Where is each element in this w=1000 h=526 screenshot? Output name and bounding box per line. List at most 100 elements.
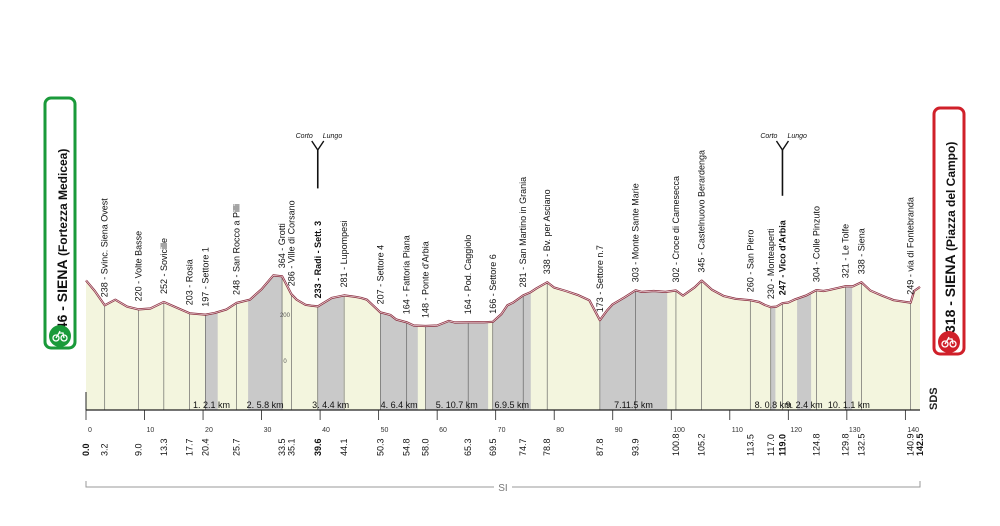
km-label-26: 124.8 xyxy=(811,433,821,456)
km-label-9: 35.1 xyxy=(286,438,296,456)
fork-right-label-2: Lungo xyxy=(787,133,807,140)
waypoint-label-23: 230 - Monteaperti xyxy=(766,229,776,300)
finish-bike-icon xyxy=(938,331,960,353)
sector-label-9: 9. 2.4 km xyxy=(786,400,823,410)
x-tick-label-60: 60 xyxy=(439,427,447,434)
waypoint-label-15: 166 - Settore 6 xyxy=(488,254,498,314)
sector-label-10: 10. 1.1 km xyxy=(828,400,870,410)
sector-label-3: 3. 4.4 km xyxy=(312,400,349,410)
waypoint-label-3: 252 - Sovicille xyxy=(159,238,169,294)
footer-bracket: SI xyxy=(85,480,921,494)
waypoint-label-5: 197 - Settore 1 xyxy=(200,247,210,307)
waypoint-label-2: 220 - Volte Basse xyxy=(134,231,144,302)
x-tick-label-0: 0 xyxy=(88,427,92,434)
waypoint-label-26: 321 - Le Tolfe xyxy=(841,224,851,278)
footer-region-label: SI xyxy=(498,483,507,494)
svg-text:318 - SIENA (Piazza del Campo): 318 - SIENA (Piazza del Campo) xyxy=(942,142,958,333)
sector-label-5: 5. 10.7 km xyxy=(436,400,478,410)
x-tick-label-50: 50 xyxy=(381,427,389,434)
sector-area-4 xyxy=(380,312,418,410)
waypoint-label-27: 338 - Siena xyxy=(856,228,866,274)
km-label-14: 58.0 xyxy=(420,438,430,456)
waypoint-label-19: 303 - Monte Sante Marie xyxy=(631,183,641,282)
km-label-28: 132.5 xyxy=(856,433,866,456)
sector-area-6 xyxy=(492,292,531,410)
x-tick-label-90: 90 xyxy=(615,427,623,434)
profile-line-highlight xyxy=(85,275,921,327)
finish-badge: 318 - SIENA (Piazza del Campo) xyxy=(932,106,966,356)
waypoint-label-9: 233 - Radi - Sett. 3 xyxy=(313,221,323,299)
km-label-15: 65.3 xyxy=(463,438,473,456)
x-tick-label-110: 110 xyxy=(732,427,743,434)
km-label-30: 142.5 xyxy=(915,433,925,456)
km-label-27: 129.8 xyxy=(841,433,851,456)
waypoint-label-17: 338 - Bv. per Asciano xyxy=(542,189,552,274)
start-badge: 346 - SIENA (Fortezza Medicea) xyxy=(43,96,77,350)
x-tick-label-100: 100 xyxy=(673,427,685,434)
km-label-7: 25.7 xyxy=(231,438,241,456)
finish-altitude: 318 xyxy=(942,309,958,333)
sector-area-5 xyxy=(425,321,489,410)
sector-area-2 xyxy=(248,275,283,410)
km-label-22: 105.2 xyxy=(697,433,707,456)
km-label-1: 0.0 xyxy=(81,443,91,456)
altitude-mark-0: 0 xyxy=(283,359,287,365)
km-label-29: 140.9 xyxy=(906,433,916,456)
waypoint-lines-layer xyxy=(104,276,911,410)
km-label-12: 50.3 xyxy=(375,438,385,456)
waypoint-label-7: 364 - Grotti xyxy=(277,223,287,268)
waypoint-label-11: 207 - Settore 4 xyxy=(375,245,385,305)
waypoint-label-8: 286 - Ville di Corsano xyxy=(286,200,296,286)
km-label-13: 54.8 xyxy=(402,438,412,456)
km-label-17: 74.7 xyxy=(518,438,528,456)
profile-line-layer xyxy=(85,274,921,328)
altitude-mark-200: 200 xyxy=(280,313,291,319)
km-label-24: 117.0 xyxy=(766,434,776,456)
km-label-6: 20.4 xyxy=(200,438,210,456)
km-label-19: 87.8 xyxy=(595,438,605,456)
waypoint-label-18: 173 - Settore n.7 xyxy=(595,245,605,312)
km-label-25: 119.0 xyxy=(777,434,787,456)
x-tick-label-130: 130 xyxy=(849,427,861,434)
x-tick-label-10: 10 xyxy=(147,427,155,434)
km-label-3: 9.0 xyxy=(134,443,144,456)
km-label-20: 93.9 xyxy=(631,438,641,456)
x-tick-label-20: 20 xyxy=(205,427,213,434)
km-label-4: 13.3 xyxy=(159,438,169,456)
sector-label-6: 6.9.5 km xyxy=(495,400,530,410)
sector-area-10 xyxy=(845,286,853,410)
waypoint-label-22: 260 - San Piero xyxy=(745,230,755,293)
finish-detail: (Piazza del Campo) xyxy=(944,142,958,251)
fork-left-label-1: Corto xyxy=(296,133,313,140)
km-label-18: 78.8 xyxy=(542,438,552,456)
km-label-11: 44.1 xyxy=(339,438,349,456)
waypoint-label-14: 164 - Pod. Caggiolo xyxy=(463,235,473,315)
route-forks-layer: Corto Lungo Corto Lungo xyxy=(296,133,807,196)
start-detail: (Fortezza Medicea) xyxy=(56,149,70,256)
waypoint-label-25: 304 - Colle Pinzuto xyxy=(811,206,821,282)
x-tick-label-30: 30 xyxy=(264,427,272,434)
waypoint-label-28: 249 - via di Fontebranda xyxy=(906,197,916,295)
brand-logo: SDS xyxy=(928,387,940,410)
km-label-10: 39.6 xyxy=(313,438,323,456)
sector-area-9 xyxy=(797,292,812,410)
km-label-23: 113.5 xyxy=(745,434,755,456)
waypoint-label-20: 302 - Croce di Camesecca xyxy=(671,176,681,283)
waypoint-label-16: 281 - San Martino in Grania xyxy=(518,177,528,288)
km-label-5: 17.7 xyxy=(185,438,195,456)
sector-label-7: 7.11.5 km xyxy=(614,400,653,410)
svg-text:346 - SIENA (Fortezza Medicea): 346 - SIENA (Fortezza Medicea) xyxy=(54,149,70,338)
waypoint-label-13: 148 - Ponte d'Arbia xyxy=(420,241,430,318)
waypoint-label-6: 248 - San Rocco a Pilli xyxy=(231,204,241,295)
start-town: SIENA xyxy=(54,260,70,303)
sector-area-7 xyxy=(599,291,668,410)
start-bike-icon xyxy=(49,325,71,347)
waypoint-label-4: 203 - Rosia xyxy=(185,259,195,305)
km-label-21: 100.8 xyxy=(671,433,681,456)
km-label-16: 69.5 xyxy=(488,438,498,456)
fork-right-label-1: Lungo xyxy=(323,133,343,140)
x-tick-label-80: 80 xyxy=(556,427,564,434)
sector-area-1 xyxy=(205,312,218,410)
